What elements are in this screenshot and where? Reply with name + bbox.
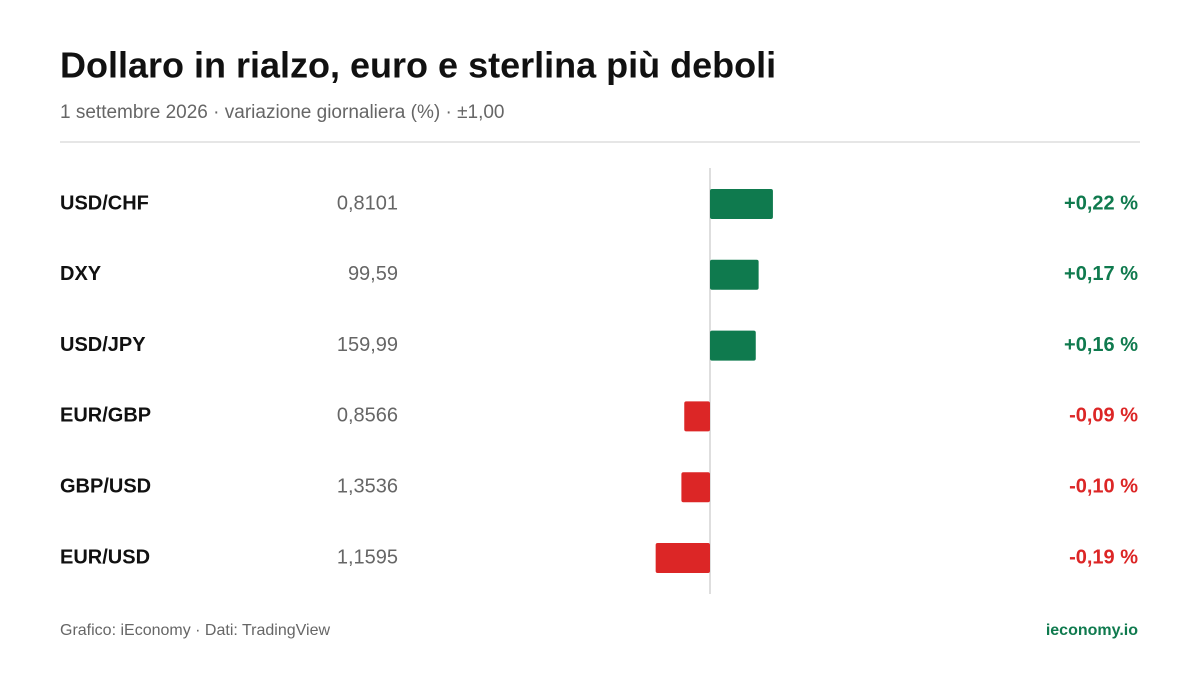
bar [681, 472, 710, 503]
source-note: Grafico: iEconomy · Dati: TradingView [60, 622, 330, 639]
price-label: 0,8566 [337, 405, 398, 427]
value-label: -0,10 % [1069, 475, 1138, 497]
value-label: -0,09 % [1069, 405, 1138, 427]
bar [710, 330, 756, 361]
price-label: 99,59 [348, 263, 398, 285]
price-label: 1,3536 [337, 475, 398, 497]
price-label: 159,99 [337, 334, 398, 356]
chart-title: Dollaro in rialzo, euro e sterlina più d… [60, 45, 776, 86]
bar [684, 401, 710, 432]
bar [710, 189, 773, 219]
category-label: EUR/GBP [60, 405, 151, 427]
value-label: -0,19 % [1069, 546, 1138, 568]
value-label: +0,17 % [1064, 263, 1138, 285]
chart-subtitle: 1 settembre 2026 · variazione giornalier… [60, 102, 504, 123]
category-label: DXY [60, 263, 102, 285]
value-label: +0,16 % [1064, 334, 1138, 356]
category-label: GBP/USD [60, 475, 151, 497]
bar [655, 543, 710, 573]
category-label: USD/JPY [60, 334, 146, 356]
category-label: EUR/USD [60, 546, 150, 568]
price-label: 1,1595 [337, 546, 398, 568]
price-label: 0,8101 [337, 192, 398, 214]
brand: ieconomy.io [1046, 622, 1138, 639]
bar [710, 259, 759, 290]
value-label: +0,22 % [1064, 192, 1138, 214]
category-label: USD/CHF [60, 192, 149, 214]
